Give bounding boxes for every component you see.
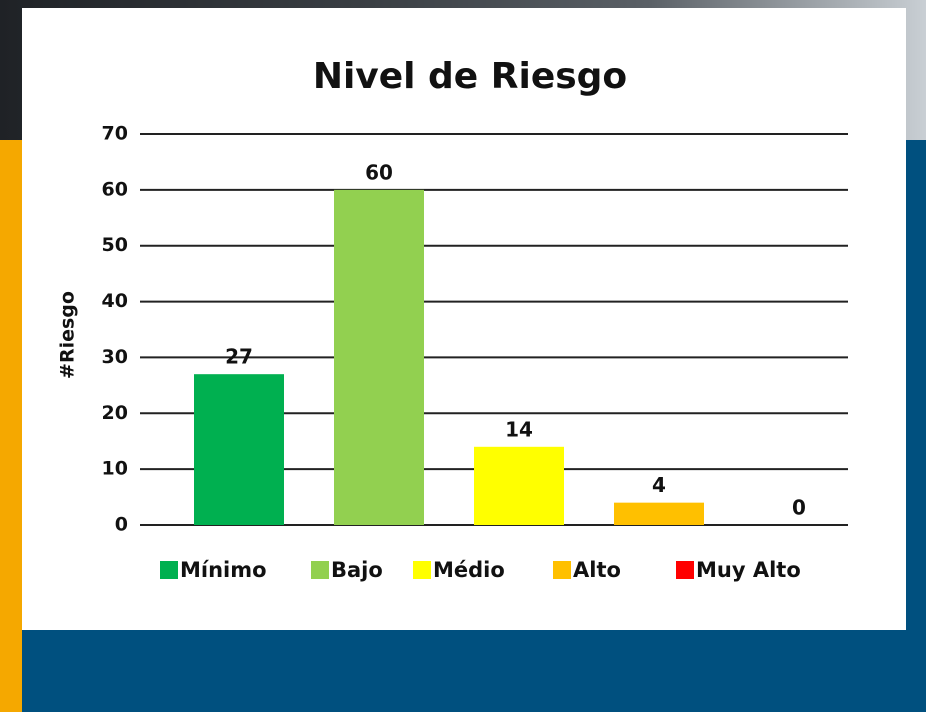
chart-card [22,8,906,630]
data-label: 0 [792,496,806,520]
y-axis-label: #Riesgo [57,291,79,379]
y-tick-label: 20 [102,402,128,424]
y-tick-label: 0 [115,514,128,536]
y-tick-label: 40 [102,290,128,312]
legend-label: Muy Alto [696,558,801,582]
y-tick-label: 60 [102,178,128,200]
bar [614,502,704,525]
legend-swatch [311,561,329,579]
y-tick-label: 30 [102,346,128,368]
legend-swatch [413,561,431,579]
data-label: 27 [225,345,253,369]
y-tick-label: 10 [102,458,128,480]
legend-swatch [676,561,694,579]
legend-label: Mínimo [180,558,267,582]
y-tick-label: 50 [102,234,128,256]
bar [474,446,564,525]
chart-title: Nivel de Riesgo [313,56,627,97]
bar [194,374,284,525]
legend-swatch [553,561,571,579]
background-strip [0,140,22,712]
data-label: 60 [365,160,393,184]
legend-label: Bajo [331,558,383,582]
data-label: 4 [652,473,666,497]
data-label: 14 [505,417,533,441]
y-tick-label: 70 [102,123,128,145]
bar [334,189,424,525]
legend-label: Alto [573,558,621,582]
legend-label: Médio [433,558,505,582]
legend-swatch [160,561,178,579]
